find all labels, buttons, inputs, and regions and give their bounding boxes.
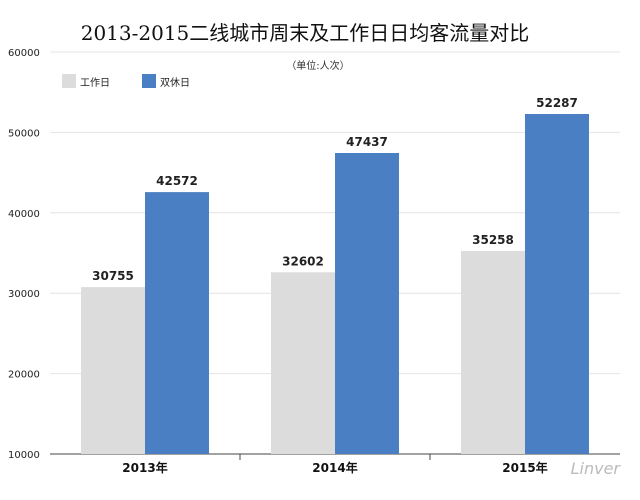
x-tick-label: 2014年 xyxy=(312,460,357,475)
data-labels: 30755 42572 32602 47437 35258 52287 xyxy=(92,96,578,283)
data-label: 52287 xyxy=(536,96,578,110)
y-tick-label: 50000 xyxy=(8,128,40,139)
y-tick-label: 60000 xyxy=(8,48,40,59)
data-label: 47437 xyxy=(346,135,388,149)
chart-subtitle: （单位:人次） xyxy=(286,59,349,72)
data-label: 35258 xyxy=(472,233,514,247)
bar-workday xyxy=(271,272,335,454)
x-axis-ticks: 2013年 2014年 2015年 xyxy=(122,454,548,475)
bar-weekend xyxy=(145,192,209,454)
legend-label: 双休日 xyxy=(160,77,190,89)
chart-title: 2013-2015二线城市周末及工作日日均客流量对比 xyxy=(81,21,530,45)
data-label: 42572 xyxy=(156,174,198,188)
legend-swatch xyxy=(142,74,156,88)
watermark: Linver xyxy=(571,459,622,478)
y-tick-label: 40000 xyxy=(8,209,40,220)
y-tick-label: 10000 xyxy=(8,450,40,461)
y-tick-label: 30000 xyxy=(8,289,40,300)
legend-swatch xyxy=(62,74,76,88)
data-label: 32602 xyxy=(282,254,324,268)
bar-workday xyxy=(81,287,145,454)
x-tick-label: 2013年 xyxy=(122,460,167,475)
data-label: 30755 xyxy=(92,269,134,283)
bar-workday xyxy=(461,250,525,454)
bars xyxy=(81,114,589,455)
y-tick-label: 20000 xyxy=(8,370,40,381)
bar-weekend xyxy=(335,153,399,454)
bar-weekend xyxy=(525,114,589,455)
x-tick-label: 2015年 xyxy=(502,460,547,475)
y-axis-ticks: 10000 20000 30000 40000 50000 60000 xyxy=(8,48,40,461)
legend-label: 工作日 xyxy=(80,77,110,89)
legend: 工作日 双休日 xyxy=(62,74,190,89)
